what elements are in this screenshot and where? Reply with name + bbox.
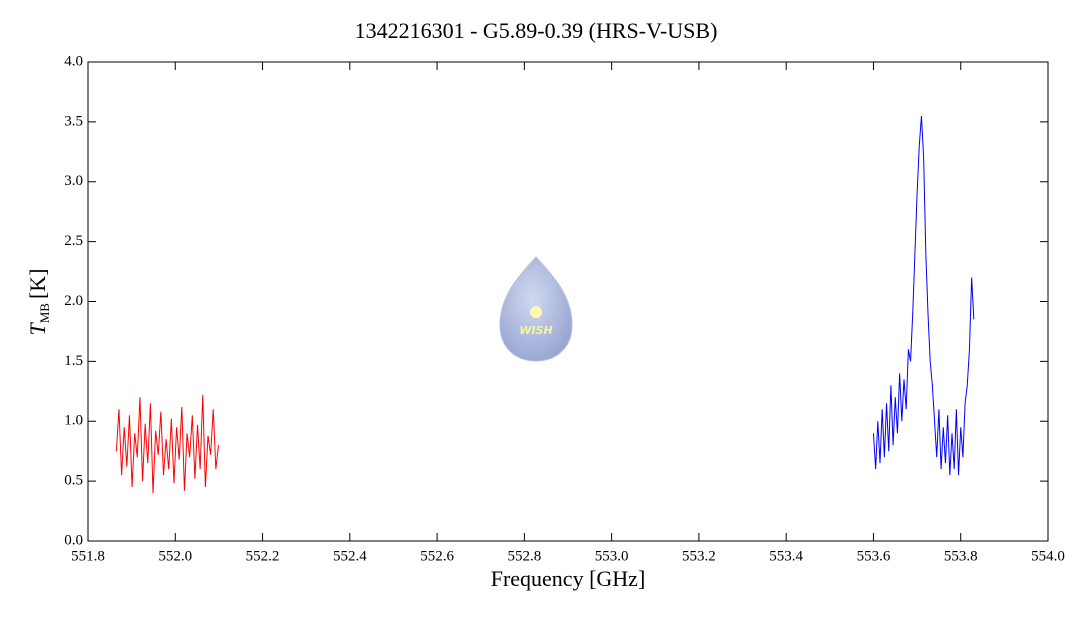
x-tick-label: 554.0 bbox=[1031, 548, 1065, 564]
y-tick-label: 3.0 bbox=[64, 173, 83, 189]
y-tick-label: 0.5 bbox=[64, 473, 83, 489]
x-axis-label: Frequency [GHz] bbox=[491, 566, 646, 591]
x-tick-label: 552.6 bbox=[420, 548, 454, 564]
x-tick-label: 552.2 bbox=[246, 548, 280, 564]
y-tick-label: 2.5 bbox=[64, 233, 83, 249]
y-tick-label: 1.0 bbox=[64, 413, 83, 429]
x-tick-label: 553.4 bbox=[769, 548, 803, 564]
y-axis-symbol: T bbox=[25, 322, 50, 336]
logo: WISH bbox=[499, 256, 573, 362]
chart-title: 1342216301 - G5.89-0.39 (HRS-V-USB) bbox=[355, 18, 718, 43]
y-axis-sub: MB bbox=[37, 303, 52, 324]
x-tick-label: 551.8 bbox=[71, 548, 105, 564]
y-axis-label: TMB [K] bbox=[25, 268, 52, 335]
x-tick-label: 553.8 bbox=[944, 548, 978, 564]
y-tick-label: 3.5 bbox=[64, 113, 83, 129]
x-tick-label: 552.0 bbox=[158, 548, 192, 564]
x-tick-label: 553.0 bbox=[595, 548, 629, 564]
x-tick-label: 553.2 bbox=[682, 548, 716, 564]
spectrum-line bbox=[115, 394, 219, 494]
y-tick-label: 2.0 bbox=[64, 293, 83, 309]
x-tick-label: 553.6 bbox=[857, 548, 891, 564]
y-tick-label: 0.0 bbox=[64, 532, 83, 548]
logo-text: WISH bbox=[519, 324, 552, 337]
y-tick-label: 1.5 bbox=[64, 353, 83, 369]
y-axis-unit: [K] bbox=[25, 268, 50, 299]
x-tick-label: 552.4 bbox=[333, 548, 367, 564]
y-tick-label: 4.0 bbox=[64, 53, 83, 69]
x-tick-label: 552.8 bbox=[507, 548, 541, 564]
spectrum-line bbox=[872, 115, 975, 476]
